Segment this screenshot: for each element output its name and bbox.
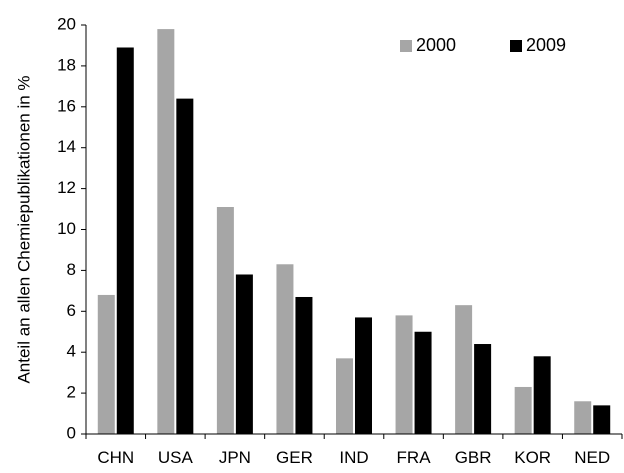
x-tick-label: FRA bbox=[397, 448, 432, 467]
x-tick-label: CHN bbox=[97, 448, 134, 467]
bar-ind-2000 bbox=[336, 358, 353, 434]
bar-chn-2009 bbox=[116, 47, 134, 435]
legend-label-2009: 2009 bbox=[526, 35, 566, 55]
x-tick-label: IND bbox=[339, 448, 368, 467]
legend-label-2000: 2000 bbox=[416, 35, 456, 55]
bar-chn-2000 bbox=[97, 294, 115, 434]
y-tick-label: 20 bbox=[57, 14, 76, 33]
x-tick-label: USA bbox=[158, 448, 194, 467]
x-tick-label: GBR bbox=[455, 448, 492, 467]
x-tick-label: GER bbox=[276, 448, 313, 467]
y-tick-label: 16 bbox=[57, 96, 76, 115]
y-tick-label: 6 bbox=[67, 301, 76, 320]
bar-ned-2000 bbox=[574, 401, 592, 434]
y-tick-label: 18 bbox=[57, 55, 76, 74]
y-tick-label: 0 bbox=[67, 423, 76, 442]
bar-ind-2009 bbox=[355, 317, 372, 434]
y-tick-label: 4 bbox=[67, 342, 76, 361]
bar-usa-2009 bbox=[176, 98, 194, 435]
y-ticks: 0 2 4 6 8 10 12 14 16 18 20 bbox=[57, 14, 86, 442]
x-tick-label: KOR bbox=[514, 448, 551, 467]
bar-jpn-2000 bbox=[216, 207, 234, 434]
bars bbox=[97, 29, 611, 435]
x-tick-label: NED bbox=[574, 448, 610, 467]
bar-gbr-2009 bbox=[474, 344, 492, 434]
bar-jpn-2009 bbox=[235, 274, 253, 434]
legend: 2000 2009 bbox=[400, 35, 566, 55]
legend-swatch-2000 bbox=[400, 40, 412, 52]
y-tick-label: 8 bbox=[67, 260, 76, 279]
y-tick-label: 14 bbox=[57, 137, 76, 156]
y-tick-label: 12 bbox=[57, 178, 76, 197]
bar-gbr-2000 bbox=[455, 305, 473, 434]
y-axis-title-group: Anteil an allen Chemiepublikationen in % bbox=[14, 75, 33, 383]
bar-fra-2009 bbox=[414, 331, 432, 434]
legend-swatch-2009 bbox=[510, 40, 522, 52]
x-tick-label: JPN bbox=[219, 448, 251, 467]
bar-ned-2009 bbox=[593, 405, 611, 434]
bar-kor-2009 bbox=[533, 356, 551, 434]
bar-ger-2009 bbox=[295, 296, 313, 434]
y-axis-title: Anteil an allen Chemiepublikationen in % bbox=[14, 75, 33, 383]
bar-kor-2000 bbox=[514, 386, 532, 434]
x-labels: CHN USA JPN GER IND FRA GBR KOR NED bbox=[85, 434, 623, 467]
y-tick-label: 10 bbox=[57, 219, 76, 238]
bar-fra-2000 bbox=[395, 315, 413, 434]
bar-usa-2000 bbox=[157, 29, 175, 435]
bar-ger-2000 bbox=[276, 264, 294, 434]
y-tick-label: 2 bbox=[67, 383, 76, 402]
